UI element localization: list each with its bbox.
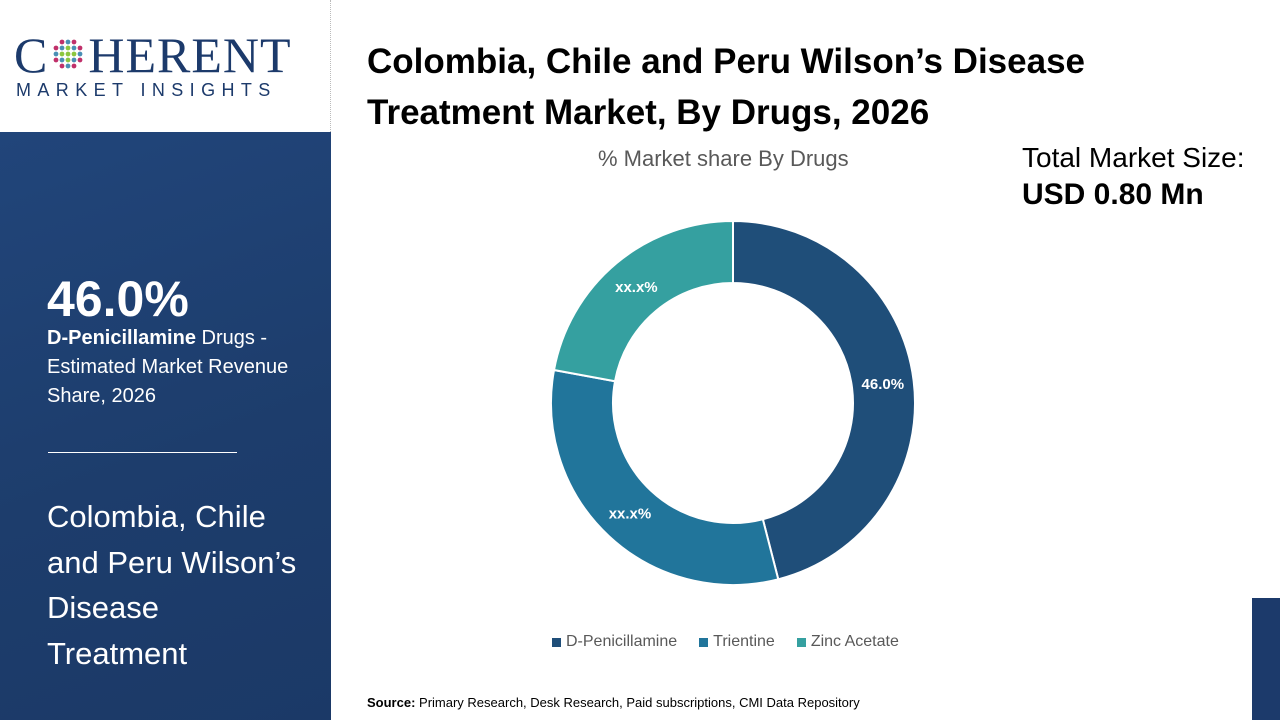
chart-title: % Market share By Drugs <box>598 146 849 171</box>
logo: C HERENT MARKET INSIGHTS <box>0 0 330 132</box>
logo-globe-icon <box>53 39 83 69</box>
logo-tagline: MARKET INSIGHTS <box>16 80 277 100</box>
panel-title: Colombia, Chile and Peru Wilson’s Diseas… <box>47 499 297 671</box>
data-label: 46.0% <box>862 376 905 393</box>
legend-label: Trientine <box>713 633 775 650</box>
donut-slice-d-penicillamine <box>732 219 916 581</box>
panel-divider <box>48 452 237 453</box>
legend-item: Zinc Acetate <box>796 633 899 651</box>
logo-wordmark: C HERENT <box>14 27 292 83</box>
legend-item: Trientine <box>699 633 775 651</box>
total-market-value: USD 0.80 Mn <box>1022 178 1204 211</box>
legend-swatch <box>699 637 709 647</box>
highlight-value: 46.0% <box>47 271 189 327</box>
legend-label: D-Penicillamine <box>566 633 678 650</box>
donut-slice-trientine <box>550 368 780 586</box>
legend: D-Penicillamine Trientine Zinc Acetate <box>552 633 899 651</box>
corner-accent <box>1252 598 1280 720</box>
data-label: xx.x% <box>609 505 652 522</box>
divider <box>330 0 332 132</box>
legend-item: D-Penicillamine <box>552 633 677 651</box>
legend-swatch <box>552 637 561 647</box>
page-title: Colombia, Chile and Peru Wilson’s Diseas… <box>367 42 1086 132</box>
side-panel: 46.0% D-Penicillamine Drugs - Estimated … <box>0 132 331 720</box>
donut-slice-zinc-acetate <box>552 219 734 383</box>
highlight-description: D-Penicillamine Drugs - Estimated Market… <box>47 327 289 407</box>
data-label: xx.x% <box>615 279 658 296</box>
source-note: Source: Primary Research, Desk Research,… <box>367 695 860 710</box>
legend-swatch <box>796 637 806 647</box>
total-market-label: Total Market Size: <box>1022 142 1245 173</box>
legend-label: Zinc Acetate <box>810 633 899 650</box>
